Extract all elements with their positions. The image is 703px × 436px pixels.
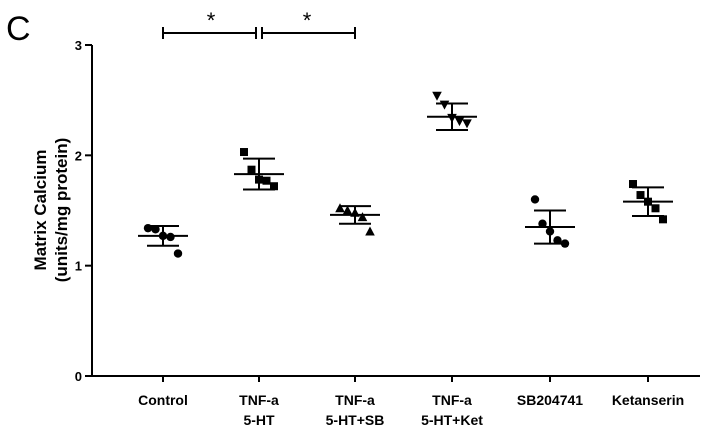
data-point (447, 113, 457, 123)
data-point (158, 231, 168, 241)
group-4 (525, 195, 575, 248)
data-point (247, 165, 256, 174)
y-axis-label: Matrix Calcium (units/mg protein) (31, 138, 71, 282)
data-point (262, 176, 271, 185)
significance-star: * (207, 8, 216, 33)
data-point (335, 203, 345, 213)
data-point (538, 219, 547, 228)
data-point (439, 100, 450, 110)
y-ticks: 0 1 2 3 (75, 38, 92, 384)
x-tick-label: SB204741 (517, 392, 583, 408)
x-tick-label: 5-HT+Ket (421, 412, 483, 428)
group-0 (138, 223, 188, 258)
data-point (553, 236, 562, 245)
group-1 (234, 148, 284, 191)
data-point (151, 225, 160, 234)
data-point (270, 182, 278, 191)
data-groups (138, 91, 673, 258)
significance-brackets: * * (162, 8, 356, 39)
data-point (173, 249, 183, 258)
significance-star: * (303, 8, 312, 33)
y-tick-label: 1 (75, 259, 82, 274)
data-point (432, 91, 442, 101)
data-point (530, 195, 540, 204)
x-tick-label: 5-HT (243, 412, 275, 428)
data-point (240, 148, 248, 157)
x-tick-label: TNF-a (335, 392, 375, 408)
y-tick-label: 0 (75, 369, 82, 384)
data-point (644, 197, 652, 206)
x-tick-labels: Control TNF-a 5-HT TNF-a 5-HT+SB TNF-a 5-HT+Ke… (138, 376, 684, 428)
panel-label: C (6, 10, 31, 48)
y-tick-label: 2 (75, 148, 82, 163)
data-point (629, 180, 637, 189)
y-axis-label-line-2: (units/mg protein) (52, 138, 71, 282)
data-point (545, 227, 555, 236)
x-tick-label: Ketanserin (612, 392, 684, 408)
data-point (560, 239, 570, 248)
x-tick-label: 5-HT+SB (326, 412, 385, 428)
data-point (365, 226, 375, 236)
y-axis-label-line-1: Matrix Calcium (31, 150, 50, 271)
data-point (166, 232, 175, 242)
data-point (659, 215, 667, 224)
data-point (255, 175, 263, 184)
axes (91, 45, 700, 377)
y-tick-label: 3 (75, 38, 82, 53)
x-tick-label: Control (138, 392, 188, 408)
x-tick-label: TNF-a (432, 392, 472, 408)
group-5 (623, 180, 673, 224)
x-tick-label: TNF-a (239, 392, 279, 408)
data-point (462, 119, 472, 129)
data-point (454, 117, 465, 127)
data-point (636, 191, 645, 200)
data-point (350, 207, 360, 217)
data-point (357, 212, 368, 222)
data-point (651, 204, 660, 213)
group-3 (427, 91, 477, 131)
group-2 (330, 203, 380, 236)
data-point (143, 223, 153, 233)
data-point (342, 205, 353, 215)
